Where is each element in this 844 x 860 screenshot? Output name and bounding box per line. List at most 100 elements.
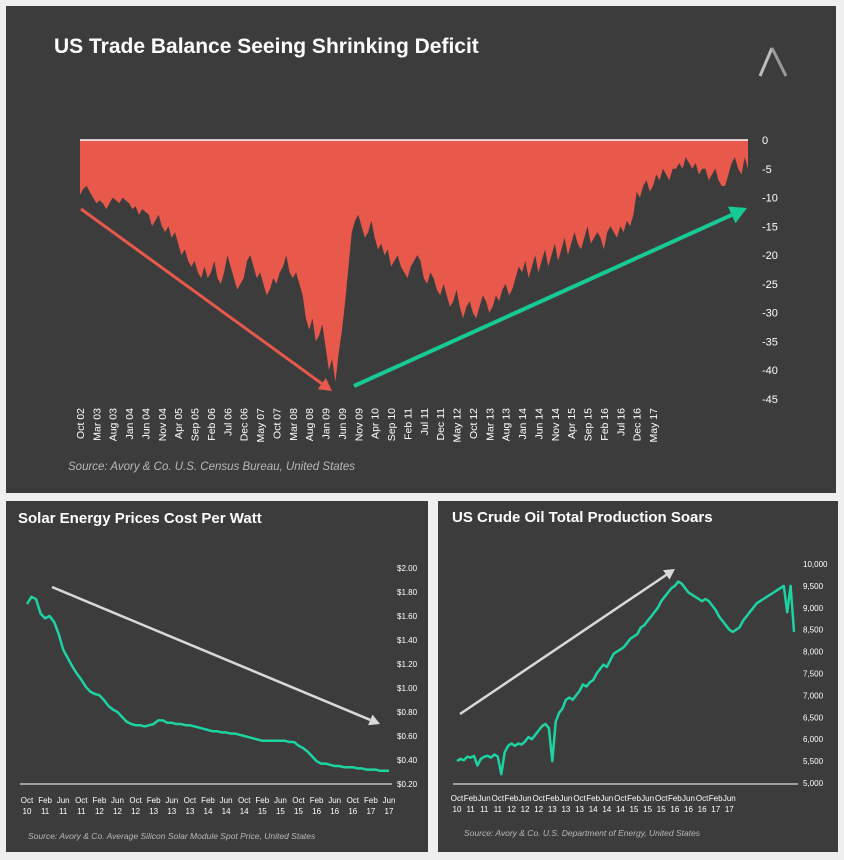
y-tick-label: 6,000 <box>803 735 824 744</box>
y-tick-label: 0 <box>762 135 768 147</box>
x-tick-year: 13 <box>185 807 194 816</box>
up-trend-arrow-head <box>727 206 747 224</box>
x-tick-year: 15 <box>258 807 267 816</box>
x-tick-month: Jun <box>559 794 572 803</box>
x-tick-label: Jun 09 <box>337 408 349 440</box>
trade-balance-chart: 0 -5 -10 -15 -20 -25 -30 -35 -40 -45 Oct 02 Mar 03 A… <box>75 135 778 443</box>
x-tick-month: Feb <box>627 794 641 803</box>
x-tick-label: Sep 10 <box>386 408 398 441</box>
y-tick-label: 5,000 <box>803 779 824 788</box>
solar-price-line <box>25 595 389 773</box>
x-tick-month: Feb <box>709 794 723 803</box>
x-tick-label: Sep 15 <box>583 408 595 441</box>
x-tick-year: 14 <box>589 805 598 814</box>
x-tick-year: 17 <box>366 807 375 816</box>
x-tick-label: Oct 07 <box>271 408 283 439</box>
x-tick-year: 15 <box>643 805 652 814</box>
x-tick-label: Jul 16 <box>615 408 627 436</box>
y-tick-label: 9,000 <box>803 604 824 613</box>
y-tick-label: -30 <box>762 308 778 320</box>
x-tick-month: Jun <box>274 796 287 805</box>
y-tick-label: $1.00 <box>397 684 418 693</box>
x-tick-year: 14 <box>602 805 611 814</box>
x-tick-month: Jun <box>478 794 491 803</box>
oil-production-panel: US Crude Oil Total Production Soars 10,0… <box>438 501 838 852</box>
y-tick-label: $0.60 <box>397 732 418 741</box>
x-tick-year: 11 <box>59 807 68 816</box>
x-tick-label: May 07 <box>255 408 267 443</box>
x-tick-month: Jun <box>220 796 233 805</box>
x-tick-year: 15 <box>657 805 666 814</box>
x-tick-month: Oct <box>451 794 464 803</box>
x-tick-label: Dec 11 <box>435 408 447 441</box>
trade-balance-title: US Trade Balance Seeing Shrinking Defici… <box>54 35 479 58</box>
x-tick-month: Oct <box>184 796 197 805</box>
x-tick-label: Apr 05 <box>173 408 185 439</box>
x-tick-year: 13 <box>548 805 557 814</box>
x-tick-label: Mar 03 <box>91 408 103 441</box>
y-tick-label: -15 <box>762 221 778 233</box>
x-tick-year: 13 <box>561 805 570 814</box>
y-tick-label: 7,000 <box>803 691 824 700</box>
trade-balance-source: Source: Avory & Co. U.S. Census Bureau, … <box>68 461 356 473</box>
x-tick-year: 14 <box>616 805 625 814</box>
x-tick-month: Oct <box>696 794 709 803</box>
x-tick-year: 14 <box>204 807 213 816</box>
up-trend-arrow-head <box>663 569 675 580</box>
trade-balance-panel: US Trade Balance Seeing Shrinking Defici… <box>6 6 836 493</box>
x-tick-month: Feb <box>668 794 682 803</box>
x-tick-month: Oct <box>573 794 586 803</box>
x-tick-year: 13 <box>167 807 176 816</box>
solar-prices-title: Solar Energy Prices Cost Per Watt <box>18 510 262 527</box>
x-tick-label: Apr 15 <box>566 408 578 439</box>
x-tick-month: Oct <box>655 794 668 803</box>
x-tick-month: Jun <box>57 796 70 805</box>
x-tick-year: 14 <box>222 807 231 816</box>
x-tick-month: Feb <box>38 796 52 805</box>
x-tick-year: 17 <box>725 805 734 814</box>
y-tick-label: 9,500 <box>803 582 824 591</box>
y-tick-label: $0.20 <box>397 780 418 789</box>
y-tick-label: $2.00 <box>397 564 418 573</box>
x-tick-label: Nov 04 <box>157 408 169 441</box>
x-tick-year: 15 <box>630 805 639 814</box>
y-tick-label: $1.40 <box>397 636 418 645</box>
x-tick-month: Jun <box>383 796 396 805</box>
solar-prices-source: Source: Avory & Co. Average Silicon Sola… <box>28 831 316 841</box>
x-tick-year: 12 <box>113 807 122 816</box>
x-tick-year: 16 <box>698 805 707 814</box>
x-tick-month: Feb <box>255 796 269 805</box>
oil-production-source: Source: Avory & Co. U.S. Department of E… <box>464 828 701 838</box>
y-tick-label: $1.80 <box>397 588 418 597</box>
x-tick-label: Jun 14 <box>533 408 545 440</box>
x-tick-year: 10 <box>453 805 462 814</box>
x-tick-year: 12 <box>534 805 543 814</box>
x-tick-month: Oct <box>75 796 88 805</box>
x-tick-month: Feb <box>545 794 559 803</box>
x-tick-year: 15 <box>294 807 303 816</box>
y-tick-label: -45 <box>762 394 778 406</box>
y-tick-label: -35 <box>762 336 778 348</box>
solar-prices-panel: Solar Energy Prices Cost Per Watt $2.00 $… <box>6 501 428 852</box>
down-trend-arrow-shaft <box>80 207 323 385</box>
y-tick-label: 7,500 <box>803 670 824 679</box>
x-tick-label: Jan 04 <box>124 408 136 440</box>
x-tick-month: Oct <box>492 794 505 803</box>
x-tick-month: Oct <box>129 796 142 805</box>
x-tick-year: 12 <box>507 805 516 814</box>
x-tick-year: 11 <box>77 807 86 816</box>
x-tick-year: 15 <box>276 807 285 816</box>
x-tick-label: Aug 08 <box>304 408 316 441</box>
x-tick-month: Oct <box>614 794 627 803</box>
x-tick-label: May 12 <box>452 408 464 443</box>
down-trend-arrow-head <box>368 714 380 726</box>
y-tick-label: 10,000 <box>803 560 828 569</box>
x-tick-label: Apr 10 <box>370 408 382 439</box>
x-tick-label: Feb 16 <box>599 408 611 441</box>
x-tick-label: May 17 <box>648 408 660 443</box>
y-tick-label: -40 <box>762 365 778 377</box>
x-tick-month: Oct <box>292 796 305 805</box>
x-tick-month: Jun <box>723 794 736 803</box>
x-tick-year: 11 <box>466 805 475 814</box>
x-tick-label: Mar 08 <box>288 408 300 441</box>
